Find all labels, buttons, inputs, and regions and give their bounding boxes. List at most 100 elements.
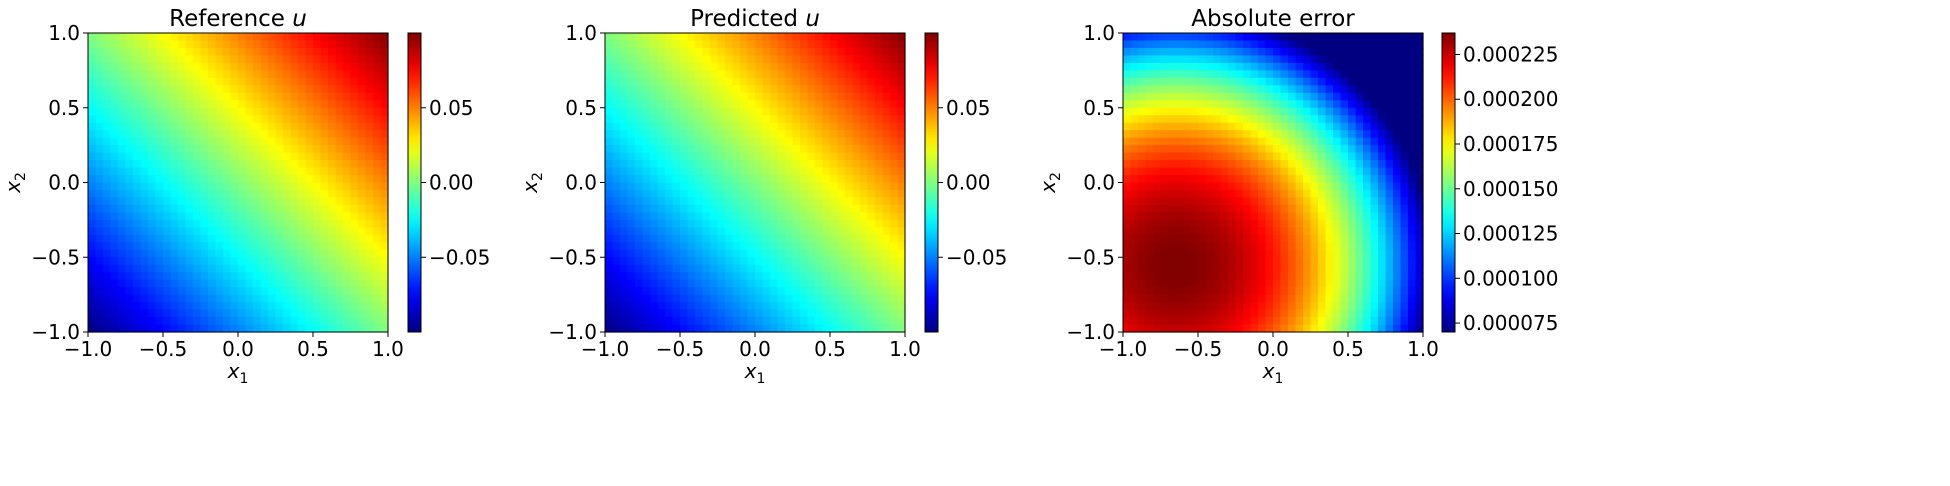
heatmap-cell <box>627 137 636 146</box>
heatmap-cell <box>1265 302 1274 311</box>
heatmap-cell <box>1378 160 1387 169</box>
heatmap-cell <box>163 302 172 311</box>
heatmap-cell <box>792 264 801 273</box>
heatmap-cell <box>148 47 157 57</box>
heatmap-cell <box>118 302 127 311</box>
heatmap-cell <box>1333 85 1342 94</box>
heatmap-cell <box>1385 249 1394 258</box>
heatmap-cell <box>620 55 629 64</box>
heatmap-cell <box>328 212 337 221</box>
heatmap-cell <box>882 40 891 49</box>
heatmap-cell <box>1400 137 1409 146</box>
heatmap-cell <box>1265 287 1274 296</box>
heatmap-cell <box>1295 152 1304 161</box>
heatmap-cell <box>1370 152 1379 161</box>
heatmap-cell <box>343 160 352 169</box>
heatmap-cell <box>1415 219 1424 228</box>
heatmap-cell <box>845 287 854 296</box>
heatmap-cell <box>1183 100 1192 109</box>
heatmap-cell <box>1228 55 1237 64</box>
heatmap-cell <box>605 189 614 199</box>
heatmap-cell <box>193 137 202 146</box>
heatmap-cell <box>358 40 367 49</box>
heatmap-cell <box>747 227 756 236</box>
heatmap-cell <box>612 85 621 94</box>
heatmap-cell <box>95 160 104 169</box>
heatmap-cell <box>1183 317 1192 326</box>
heatmap-cell <box>635 317 644 326</box>
heatmap-cell <box>725 302 734 311</box>
heatmap-cell <box>298 324 307 333</box>
heatmap-cell <box>1273 122 1282 131</box>
heatmap-cell <box>1198 212 1207 221</box>
heatmap-cell <box>1228 249 1237 258</box>
heatmap-cell <box>605 160 614 169</box>
heatmap-cell <box>1168 85 1177 94</box>
heatmap-cell <box>1318 167 1327 176</box>
heatmap-cell <box>223 122 232 131</box>
heatmap-cell <box>215 317 224 326</box>
x-tick-label: −1.0 <box>64 337 113 361</box>
heatmap-cell <box>253 189 262 199</box>
heatmap-cell <box>882 189 891 199</box>
heatmap-cell <box>725 62 734 71</box>
heatmap-cell <box>710 160 719 169</box>
heatmap-cell <box>620 264 629 273</box>
heatmap-cell <box>230 264 239 273</box>
heatmap-cell <box>1198 100 1207 109</box>
heatmap-cell <box>178 204 187 213</box>
heatmap-cell <box>1295 107 1304 116</box>
heatmap-cell <box>717 167 726 176</box>
heatmap-cell <box>290 309 299 318</box>
heatmap-cell <box>118 100 127 109</box>
colorbar <box>407 32 422 333</box>
heatmap-cell <box>725 212 734 221</box>
heatmap-cell <box>260 302 269 311</box>
heatmap-cell <box>770 77 779 86</box>
heatmap-cell <box>882 77 891 86</box>
heatmap-cell <box>642 219 651 228</box>
heatmap-cell <box>1288 287 1297 296</box>
heatmap-cell <box>1340 70 1349 79</box>
heatmap-cell <box>845 33 854 42</box>
heatmap-cell <box>1393 47 1402 57</box>
heatmap-cell <box>313 309 322 318</box>
heatmap-cell <box>627 242 636 251</box>
heatmap-cell <box>1415 249 1424 258</box>
heatmap-cell <box>1258 227 1267 236</box>
heatmap-cell <box>343 264 352 273</box>
heatmap-cell <box>605 107 614 116</box>
heatmap-cell <box>687 130 696 139</box>
heatmap-cell <box>305 107 314 116</box>
heatmap-cell <box>200 152 209 161</box>
heatmap-cell <box>725 92 734 101</box>
heatmap-cell <box>897 55 906 64</box>
heatmap-cell <box>1303 62 1312 71</box>
heatmap-cell <box>1288 272 1297 281</box>
heatmap-cell <box>1355 279 1364 288</box>
heatmap-cell <box>740 77 749 86</box>
heatmap-cell <box>185 115 194 124</box>
heatmap-cell <box>875 100 884 109</box>
heatmap-cell <box>717 197 726 206</box>
heatmap-cell <box>627 302 636 311</box>
heatmap-cell <box>365 294 374 303</box>
heatmap-cell <box>193 257 202 266</box>
heatmap-cell <box>1303 294 1312 303</box>
heatmap-cell <box>373 219 382 228</box>
heatmap-cell <box>845 70 854 79</box>
heatmap-cell <box>717 182 726 191</box>
heatmap-cell <box>605 152 614 161</box>
heatmap-cell <box>268 40 277 49</box>
heatmap-cell <box>762 62 771 71</box>
heatmap-cell <box>695 145 704 154</box>
heatmap-cell <box>185 62 194 71</box>
heatmap-cell <box>747 242 756 251</box>
heatmap-cell <box>687 47 696 57</box>
heatmap-cell <box>268 107 277 116</box>
heatmap-cell <box>762 107 771 116</box>
heatmap-cell <box>148 264 157 273</box>
heatmap-cell <box>1190 182 1199 191</box>
heatmap-cell <box>777 33 786 42</box>
heatmap-cell <box>1415 70 1424 79</box>
